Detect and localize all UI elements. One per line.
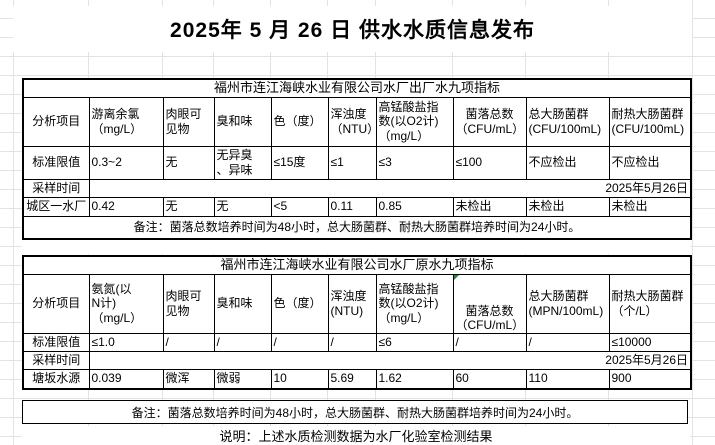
value-cell: 0.42	[88, 196, 164, 217]
limit-cell: ≤1	[327, 145, 377, 180]
limit-cell: ≤1.0	[88, 333, 164, 352]
value-cell: 900	[608, 369, 692, 389]
header-cell: 肉眼可 见物	[162, 96, 215, 147]
header-cell: 氨氮(以 N计) （mg/L）	[88, 273, 164, 334]
comment-indicator-icon	[454, 274, 459, 280]
raw-water-table: 福州市连江海峡水业有限公司水厂原水九项指标 分析项目 氨氮(以 N计) （mg/…	[22, 255, 693, 390]
header-cell: 分析项目	[22, 273, 90, 334]
limit-cell: 无	[162, 145, 215, 180]
header-cell: 总大肠菌群 (CFU/100mL)	[525, 96, 610, 147]
value-cell: 微浑	[162, 369, 215, 389]
table-gap	[22, 239, 690, 254]
header-cell: 耐热大肠菌群 (CFU/100mL)	[608, 96, 692, 147]
raw-water-note-box: 备注：菌落总数培养时间为48小时，总大肠菌群、耐热大肠菌群培养时间为24小时。	[22, 400, 688, 424]
value-cell: <5	[270, 196, 329, 217]
table-note: 备注：菌落总数培养时间为48小时，总大肠菌群、耐热大肠菌群培养时间为24小时。	[22, 215, 692, 240]
value-cell: 110	[525, 369, 610, 389]
limit-cell: 不应检出	[608, 145, 692, 180]
limit-cell: /	[327, 333, 377, 352]
sampling-date: 2025年5月26日	[88, 351, 692, 370]
row-label: 标准限值	[22, 333, 90, 352]
header-cell-label: 菌落总数 （CFU/mL）	[455, 303, 525, 333]
header-cell: 臭和味	[213, 96, 272, 147]
row-label: 塘坂水源	[22, 369, 90, 389]
header-cell: 浑浊度 (NTU)	[327, 273, 377, 334]
header-cell: 菌落总数 （CFU/mL）	[452, 96, 527, 147]
value-cell: 1.62	[375, 369, 454, 389]
limit-cell: /	[452, 333, 527, 352]
header-cell: 游离余氯 （mg/L）	[88, 96, 164, 147]
header-cell: 肉眼可 见物	[162, 273, 215, 334]
value-cell: 未检出	[525, 196, 610, 217]
value-cell: 0.85	[375, 196, 454, 217]
limit-cell: ≤10000	[608, 333, 692, 352]
limit-cell: /	[525, 333, 610, 352]
limit-cell: ≤6	[375, 333, 454, 352]
value-cell: 60	[452, 369, 527, 389]
header-cell: 高锰酸盐指 数(以O2计) （mg/L）	[375, 273, 454, 334]
limit-cell: ≤100	[452, 145, 527, 180]
row-label: 采样时间	[22, 178, 90, 198]
table-caption: 福州市连江海峡水业有限公司水厂出厂水九项指标	[22, 78, 692, 98]
limit-cell: ≤15度	[270, 145, 329, 180]
header-cell: 耐热大肠菌群 （个/L）	[608, 273, 692, 334]
limit-cell: /	[213, 333, 272, 352]
footnote: 说明：上述水质检测数据为水厂化验室检测结果	[22, 426, 690, 445]
limit-cell: 0.3~2	[88, 145, 164, 180]
sampling-date: 2025年5月26日	[88, 178, 692, 198]
row-label: 采样时间	[22, 351, 90, 370]
value-cell: 微弱	[213, 369, 272, 389]
page-title: 2025年 5 月 26 日 供水水质信息发布	[170, 19, 535, 42]
header-cell: 总大肠菌群 (MPN/100mL)	[525, 273, 610, 334]
footnote-text: 说明：上述水质检测数据为水厂化验室检测结果	[219, 429, 493, 444]
row-label: 标准限值	[22, 145, 90, 180]
limit-cell: /	[162, 333, 215, 352]
outlet-water-table: 福州市连江海峡水业有限公司水厂出厂水九项指标 分析项目 游离余氯 （mg/L） …	[22, 78, 693, 240]
value-cell: 0.11	[327, 196, 377, 217]
value-cell: 未检出	[608, 196, 692, 217]
header-cell: 色（度）	[270, 273, 329, 334]
table-caption: 福州市连江海峡水业有限公司水厂原水九项指标	[22, 255, 692, 275]
limit-cell: 不应检出	[525, 145, 610, 180]
value-cell: 无	[162, 196, 215, 217]
header-cell: 色（度）	[270, 96, 329, 147]
value-cell: 无	[213, 196, 272, 217]
header-cell: 分析项目	[22, 96, 90, 147]
table-note: 备注：菌落总数培养时间为48小时，总大肠菌群、耐热大肠菌群培养时间为24小时。	[131, 405, 579, 420]
limit-cell: 无异臭 、异味	[213, 145, 272, 180]
value-cell: 0.039	[88, 369, 164, 389]
value-cell: 5.69	[327, 369, 377, 389]
header-cell: 浑浊度 （NTU）	[327, 96, 377, 147]
row-label: 城区一水厂	[22, 196, 90, 217]
limit-cell: ≤3	[375, 145, 454, 180]
header-cell: 菌落总数 （CFU/mL）	[452, 273, 527, 334]
header-cell: 臭和味	[213, 273, 272, 334]
value-cell: 10	[270, 369, 329, 389]
title-band: 2025年 5 月 26 日 供水水质信息发布	[13, 6, 692, 52]
limit-cell: /	[270, 333, 329, 352]
header-cell: 高锰酸盐指 数(以O2计) （mg/L）	[375, 96, 454, 147]
value-cell: 未检出	[452, 196, 527, 217]
